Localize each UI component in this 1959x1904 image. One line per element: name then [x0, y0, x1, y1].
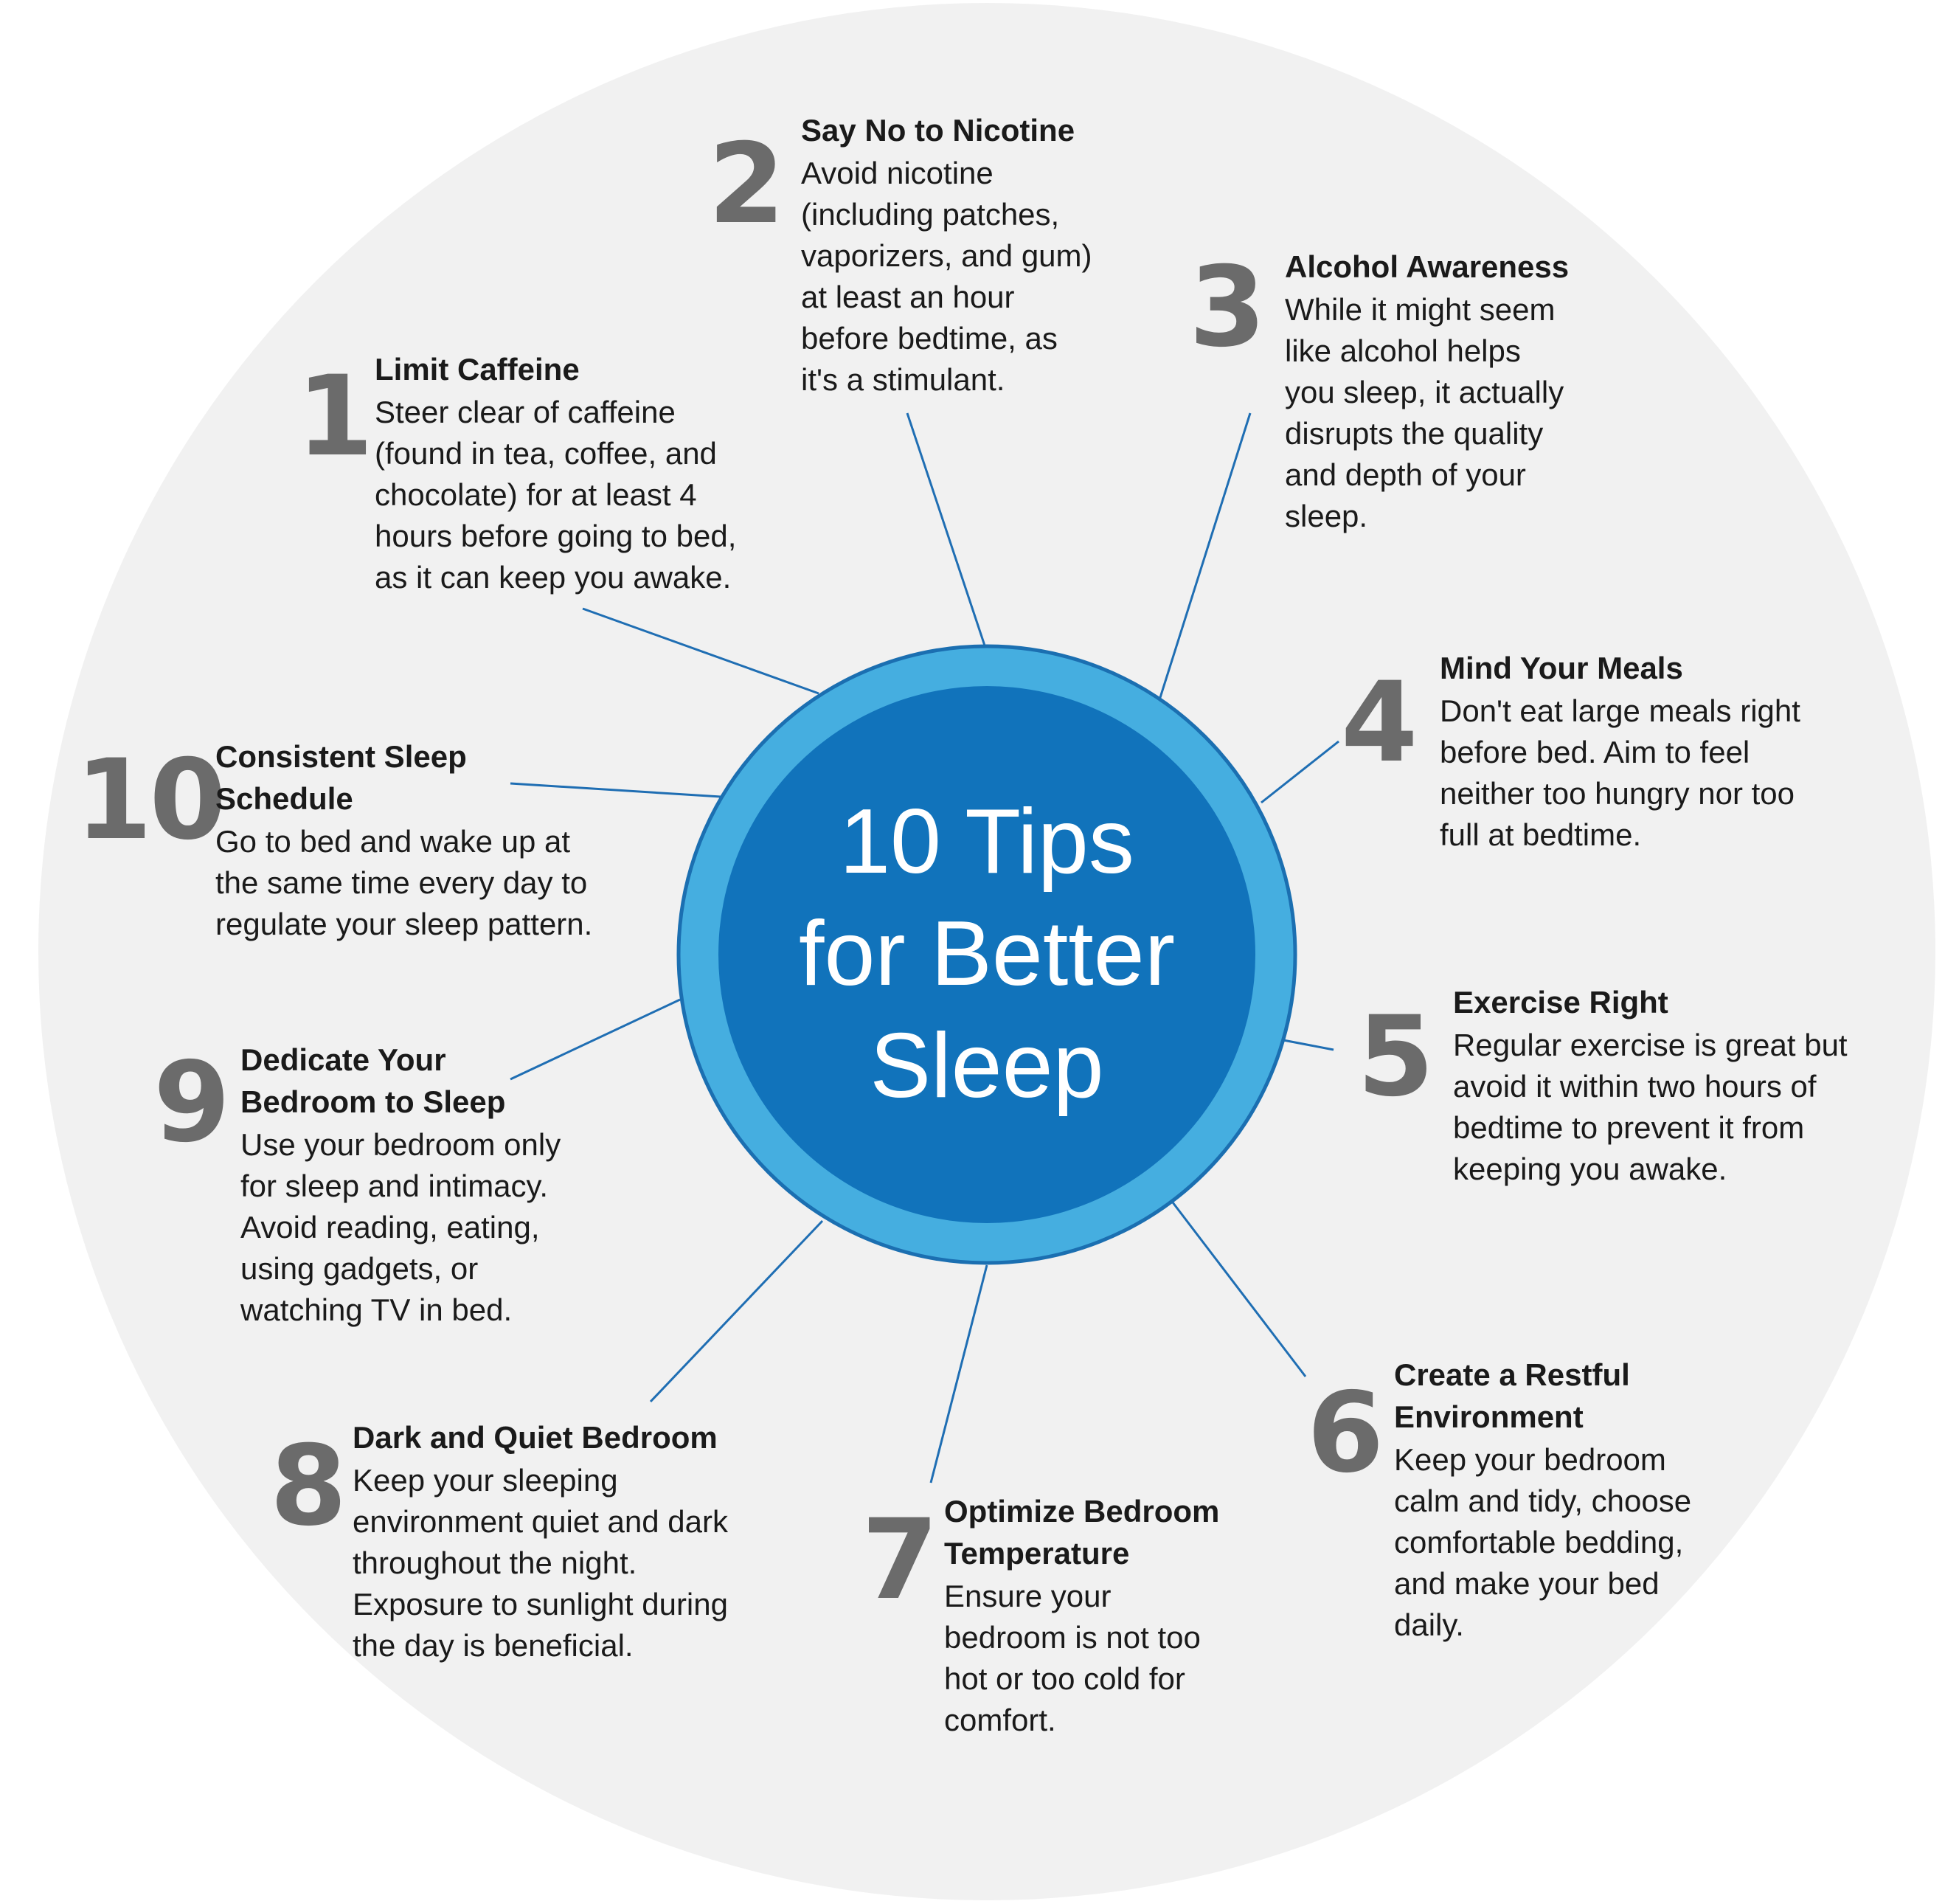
connector-lines [510, 412, 1339, 1484]
tip-title: Create a Restful Environment [1394, 1357, 1630, 1434]
tip-title: Optimize Bedroom Temperature [944, 1494, 1220, 1571]
tip-title: Mind Your Meals [1440, 651, 1683, 685]
tip-text: Steer clear of caffeine (found in tea, c… [375, 395, 737, 595]
tip-body: Dedicate Your Bedroom to Sleep Use your … [240, 1039, 624, 1331]
tip-body: Create a Restful Environment Keep your b… [1394, 1354, 1778, 1646]
tip-body: Say No to Nicotine Avoid nicotine (inclu… [801, 109, 1148, 401]
tip-title: Limit Caffeine [375, 352, 580, 387]
tip-number: 6 [1307, 1369, 1384, 1498]
tip-text: Go to bed and wake up at the same time e… [215, 824, 593, 941]
tip-number: 3 [1189, 243, 1266, 372]
tip-text: Regular exercise is great but avoid it w… [1453, 1028, 1848, 1186]
tip-number: 10 [75, 736, 226, 865]
connector-line-5 [1283, 1039, 1334, 1051]
tip-text: Use your bedroom only for sleep and inti… [240, 1127, 561, 1327]
tip-number: 4 [1341, 659, 1418, 787]
tip-text: Keep your bedroom calm and tidy, choose … [1394, 1442, 1692, 1642]
tip-text: Keep your sleeping environment quiet and… [353, 1463, 728, 1663]
tip-body: Exercise Right Regular exercise is great… [1453, 981, 1896, 1190]
connector-line-6 [1171, 1202, 1307, 1377]
tip-body: Limit Caffeine Steer clear of caffeine (… [375, 348, 788, 598]
connector-line-7 [929, 1264, 988, 1484]
tip-body: Mind Your Meals Don't eat large meals ri… [1440, 647, 1853, 856]
tip-number: 7 [861, 1496, 938, 1624]
tip-title: Say No to Nicotine [801, 113, 1075, 148]
tip-text: Ensure your bedroom is not too hot or to… [944, 1579, 1201, 1737]
tip-body: Dark and Quiet Bedroom Keep your sleepin… [353, 1416, 780, 1666]
connector-line-4 [1261, 740, 1339, 804]
tip-body: Alcohol Awareness While it might seem li… [1285, 246, 1632, 537]
tip-title: Dedicate Your Bedroom to Sleep [240, 1042, 506, 1119]
connector-line-1 [582, 607, 819, 695]
tip-title: Consistent Sleep Schedule [215, 739, 467, 816]
connector-line-3 [1157, 412, 1252, 705]
tip-text: Don't eat large meals right before bed. … [1440, 693, 1800, 852]
connector-line-9 [510, 998, 681, 1081]
connector-line-10 [510, 782, 721, 798]
tip-number: 1 [297, 353, 373, 481]
tip-number: 8 [270, 1422, 347, 1551]
tip-body: Consistent Sleep Schedule Go to bed and … [215, 735, 643, 945]
connector-line-2 [906, 412, 986, 646]
connector-line-8 [649, 1219, 824, 1403]
tip-title: Alcohol Awareness [1285, 249, 1570, 284]
tip-title: Dark and Quiet Bedroom [353, 1420, 718, 1455]
center-title: 10 Tips for Better Sleep [799, 791, 1175, 1117]
tip-title: Exercise Right [1453, 985, 1668, 1019]
tip-number: 9 [153, 1039, 230, 1167]
tip-number: 5 [1357, 993, 1434, 1121]
tip-body: Optimize Bedroom Temperature Ensure your… [944, 1490, 1298, 1741]
center-disc [718, 686, 1255, 1223]
tip-text: Avoid nicotine (including patches, vapor… [801, 156, 1092, 397]
tip-text: While it might seem like alcohol helps y… [1285, 292, 1564, 533]
tip-number: 2 [708, 120, 785, 249]
